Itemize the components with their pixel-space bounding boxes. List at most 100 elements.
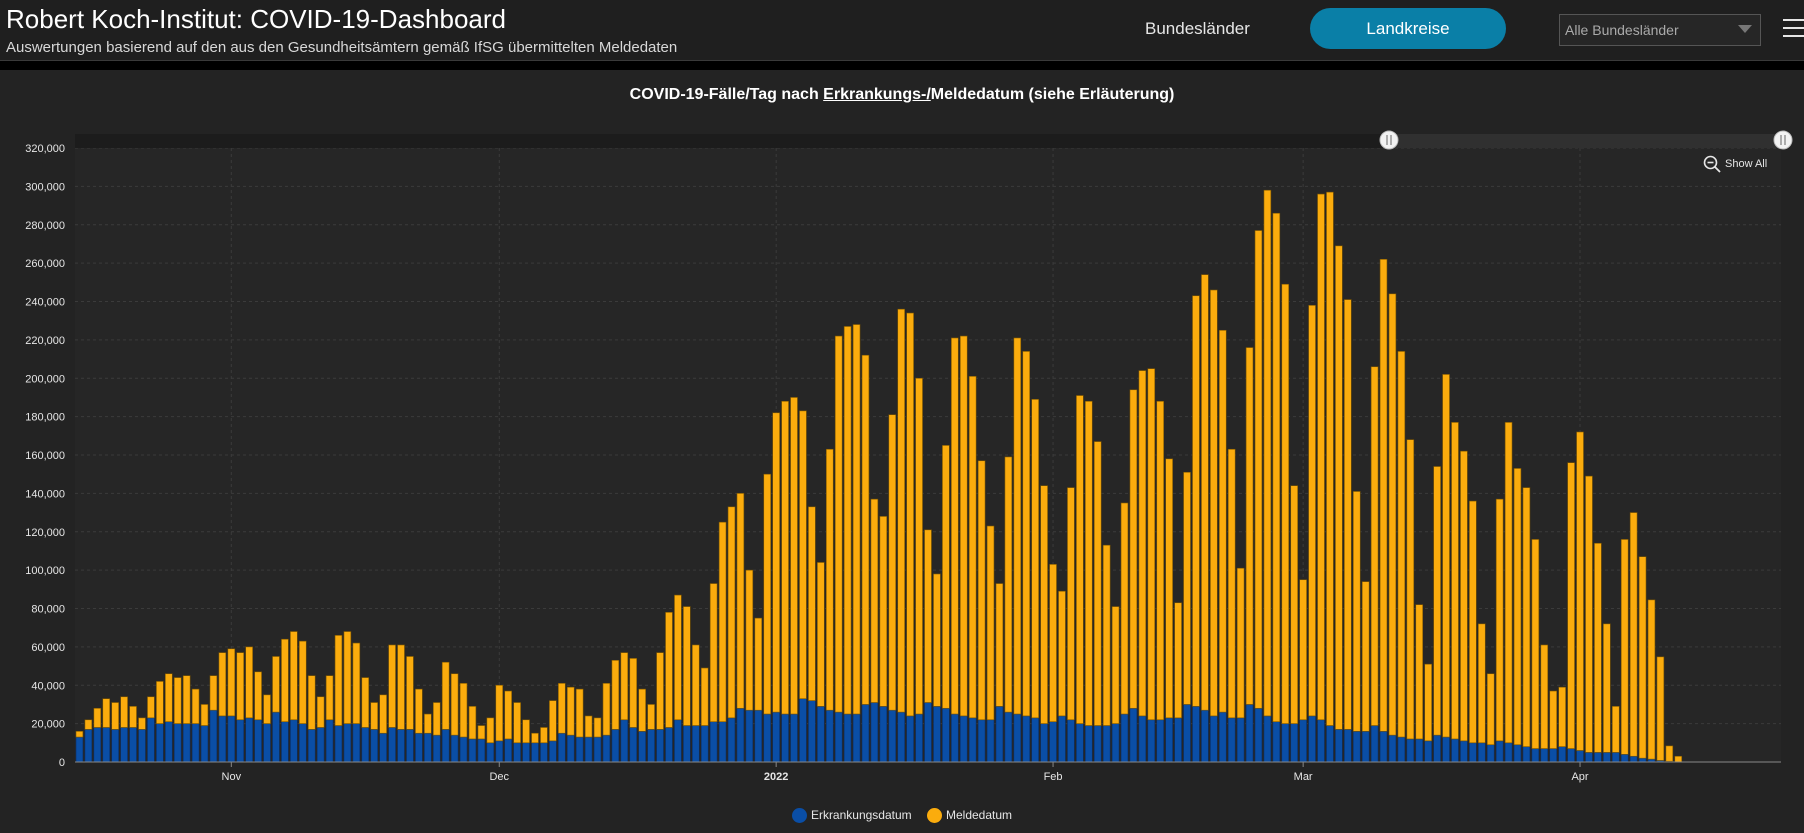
bar-meldedatum[interactable] (84, 719, 93, 730)
bar-meldedatum[interactable] (1022, 351, 1031, 717)
bar-meldedatum[interactable] (75, 730, 84, 738)
bar-erkrankungsdatum[interactable] (1495, 740, 1504, 763)
bar-meldedatum[interactable] (352, 642, 361, 724)
bar-meldedatum[interactable] (611, 660, 620, 730)
bar-erkrankungsdatum[interactable] (1567, 748, 1575, 763)
bar-erkrankungsdatum[interactable] (933, 706, 941, 763)
bar-meldedatum[interactable] (316, 696, 325, 728)
bar-meldedatum[interactable] (808, 506, 816, 701)
bar-meldedatum[interactable] (1174, 602, 1182, 719)
bar-erkrankungsdatum[interactable] (290, 719, 298, 763)
bar-erkrankungsdatum[interactable] (1469, 742, 1477, 763)
bar-erkrankungsdatum[interactable] (120, 727, 128, 763)
bar-erkrankungsdatum[interactable] (522, 742, 530, 763)
bar-meldedatum[interactable] (763, 473, 771, 715)
bar-erkrankungsdatum[interactable] (504, 738, 512, 763)
bar-meldedatum[interactable] (1442, 374, 1450, 738)
bar-erkrankungsdatum[interactable] (75, 736, 84, 763)
bar-erkrankungsdatum[interactable] (1245, 704, 1254, 763)
bar-erkrankungsdatum[interactable] (1326, 725, 1334, 763)
bar-meldedatum[interactable] (1433, 466, 1441, 736)
bar-erkrankungsdatum[interactable] (102, 727, 111, 763)
bar-meldedatum[interactable] (915, 377, 923, 715)
bar-meldedatum[interactable] (1451, 422, 1459, 740)
bar-meldedatum[interactable] (111, 702, 119, 730)
bar-erkrankungsdatum[interactable] (245, 717, 253, 763)
bar-erkrankungsdatum[interactable] (852, 713, 861, 763)
bar-erkrankungsdatum[interactable] (1442, 736, 1450, 763)
bar-meldedatum[interactable] (754, 617, 763, 711)
bar-erkrankungsdatum[interactable] (692, 725, 700, 763)
bar-meldedatum[interactable] (1210, 289, 1218, 717)
bar-meldedatum[interactable] (1665, 745, 1674, 762)
bar-meldedatum[interactable] (307, 675, 316, 730)
bar-erkrankungsdatum[interactable] (647, 729, 655, 763)
bar-meldedatum[interactable] (1361, 581, 1370, 732)
bar-meldedatum[interactable] (727, 506, 736, 719)
bar-meldedatum[interactable] (683, 606, 691, 726)
bar-meldedatum[interactable] (1120, 502, 1129, 715)
bar-erkrankungsdatum[interactable] (165, 721, 173, 763)
bar-meldedatum[interactable] (575, 688, 584, 738)
bar-meldedatum[interactable] (834, 335, 843, 713)
bar-meldedatum[interactable] (656, 652, 664, 730)
bar-erkrankungsdatum[interactable] (325, 719, 334, 763)
bar-erkrankungsdatum[interactable] (540, 742, 548, 763)
bar-erkrankungsdatum[interactable] (218, 715, 227, 763)
bar-meldedatum[interactable] (495, 684, 504, 742)
bar-meldedatum[interactable] (1013, 337, 1022, 715)
bar-erkrankungsdatum[interactable] (1290, 723, 1298, 763)
bar-meldedatum[interactable] (129, 706, 137, 728)
bar-erkrankungsdatum[interactable] (1067, 719, 1075, 763)
bar-meldedatum[interactable] (343, 631, 352, 724)
bar-meldedatum[interactable] (1111, 606, 1120, 724)
bar-meldedatum[interactable] (281, 638, 289, 723)
bar-meldedatum[interactable] (93, 707, 102, 728)
bar-erkrankungsdatum[interactable] (1049, 721, 1057, 763)
bar-meldedatum[interactable] (1272, 212, 1281, 723)
bar-meldedatum[interactable] (1227, 448, 1236, 719)
bar-meldedatum[interactable] (165, 673, 173, 723)
bar-erkrankungsdatum[interactable] (1129, 707, 1138, 763)
bar-meldedatum[interactable] (593, 717, 602, 738)
bar-meldedatum[interactable] (1674, 755, 1683, 763)
bar-erkrankungsdatum[interactable] (879, 706, 888, 763)
bar-meldedatum[interactable] (1388, 293, 1397, 736)
bar-erkrankungsdatum[interactable] (432, 734, 441, 763)
bar-meldedatum[interactable] (1335, 245, 1343, 730)
bar-meldedatum[interactable] (1424, 663, 1432, 742)
bar-erkrankungsdatum[interactable] (298, 723, 307, 763)
bar-erkrankungsdatum[interactable] (84, 729, 93, 763)
bar-erkrankungsdatum[interactable] (1156, 719, 1164, 763)
bar-erkrankungsdatum[interactable] (1451, 738, 1459, 763)
bar-erkrankungsdatum[interactable] (1004, 711, 1013, 763)
bar-erkrankungsdatum[interactable] (709, 721, 718, 763)
bar-erkrankungsdatum[interactable] (683, 725, 691, 763)
bar-meldedatum[interactable] (209, 675, 218, 711)
bar-erkrankungsdatum[interactable] (593, 736, 602, 763)
scrollbar-track[interactable] (75, 134, 1781, 148)
bar-meldedatum[interactable] (370, 702, 378, 730)
bar-meldedatum[interactable] (138, 717, 146, 730)
bar-meldedatum[interactable] (700, 667, 709, 726)
bar-erkrankungsdatum[interactable] (638, 730, 646, 763)
bar-erkrankungsdatum[interactable] (745, 709, 754, 763)
bar-erkrankungsdatum[interactable] (1388, 734, 1397, 763)
bar-meldedatum[interactable] (191, 688, 200, 724)
bar-erkrankungsdatum[interactable] (1540, 748, 1549, 763)
bar-meldedatum[interactable] (1058, 590, 1066, 717)
bar-erkrankungsdatum[interactable] (942, 707, 950, 763)
bar-erkrankungsdatum[interactable] (986, 719, 995, 763)
bar-erkrankungsdatum[interactable] (254, 719, 262, 763)
bar-erkrankungsdatum[interactable] (1031, 717, 1039, 763)
bar-erkrankungsdatum[interactable] (1611, 752, 1620, 763)
bar-meldedatum[interactable] (531, 732, 539, 744)
bar-meldedatum[interactable] (1049, 564, 1057, 723)
tab-bundeslaender[interactable]: Bundesländer (1145, 19, 1250, 38)
bar-erkrankungsdatum[interactable] (441, 729, 450, 763)
bar-erkrankungsdatum[interactable] (1620, 754, 1629, 763)
bar-meldedatum[interactable] (709, 583, 718, 723)
bar-erkrankungsdatum[interactable] (281, 721, 289, 763)
bar-erkrankungsdatum[interactable] (1549, 748, 1558, 763)
bar-erkrankungsdatum[interactable] (620, 719, 629, 763)
